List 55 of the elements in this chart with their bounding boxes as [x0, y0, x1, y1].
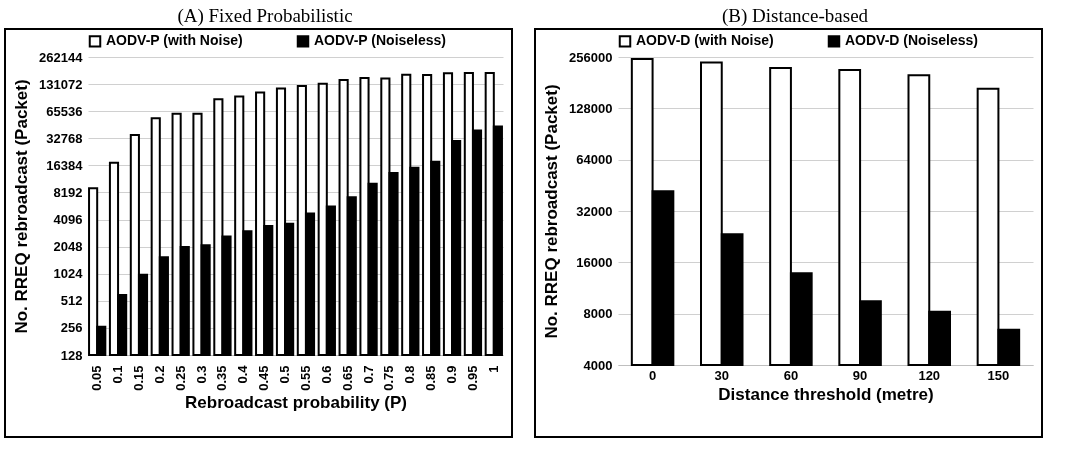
y-tick-label: 131072: [39, 76, 83, 92]
x-tick-label: 0.5: [277, 365, 293, 384]
x-tick-label: 0.6: [318, 365, 334, 384]
y-tick-label: 4000: [583, 357, 613, 373]
y-tick-label: 128000: [569, 100, 613, 116]
x-tick-label: 0.75: [381, 365, 397, 391]
y-tick-label: 262144: [39, 49, 84, 65]
x-tick-label: 0.15: [130, 365, 146, 391]
x-tick-label: 30: [714, 367, 729, 383]
chart-title: (A) Fixed Probabilistic: [176, 4, 354, 28]
x-tick-label: 0.9: [444, 365, 460, 384]
x-tick-label: 0.45: [256, 365, 272, 391]
x-tick-label: 90: [852, 367, 868, 383]
y-tick-label: 16000: [576, 254, 613, 270]
y-tick-label: 32000: [576, 203, 613, 219]
x-tick-label: 60: [783, 367, 799, 383]
x-tick-label: 150: [987, 367, 1010, 383]
y-tick-label: 8000: [583, 306, 613, 322]
x-tick-label: 0.8: [402, 365, 418, 384]
y-tick-label: 256000: [569, 49, 613, 65]
x-tick-label: 0.25: [172, 365, 188, 391]
x-tick-label: 0.95: [464, 365, 480, 391]
x-tick-label: 0.65: [339, 365, 355, 391]
x-tick-label: 0.2: [151, 365, 167, 384]
x-tick-label: 0.85: [423, 365, 439, 391]
x-tick-label: 1: [485, 365, 501, 373]
legend-label: AODV-D (Noiseless): [845, 32, 979, 49]
y-tick-label: 8192: [53, 184, 83, 200]
y-tick-label: 1024: [53, 266, 84, 282]
y-tick-label: 16384: [46, 157, 84, 173]
y-tick-label: 65536: [46, 103, 83, 119]
x-axis-title: Rebroadcast probability (P): [185, 392, 407, 412]
y-tick-label: 2048: [53, 239, 83, 255]
y-tick-label: 512: [60, 293, 83, 309]
y-tick-label: 256: [60, 320, 83, 336]
x-tick-label: 0.55: [297, 365, 313, 391]
x-tick-label: 0.3: [193, 365, 209, 384]
legend-label: AODV-P (Noiseless): [314, 32, 447, 49]
y-tick-label: 128: [60, 347, 83, 363]
x-tick-label: 120: [918, 367, 941, 383]
y-tick-label: 32768: [46, 130, 83, 146]
legend-label: AODV-D (with Noise): [636, 32, 774, 49]
x-tick-label: 0.1: [110, 365, 126, 384]
chart-title: (B) Distance-based: [720, 4, 870, 28]
x-tick-label: 0.35: [214, 365, 230, 391]
x-axis-title: Distance threshold (metre): [718, 384, 934, 404]
legend-label: AODV-P (with Noise): [106, 32, 243, 49]
y-tick-label: 4096: [53, 212, 83, 228]
x-tick-label: 0.4: [235, 364, 251, 384]
y-axis-title: No. RREQ rebroadcast (Packet): [542, 84, 562, 339]
y-tick-label: 64000: [576, 152, 613, 168]
x-tick-label: 0.7: [360, 365, 376, 384]
y-axis-title: No. RREQ rebroadcast (Packet): [12, 79, 32, 334]
x-tick-label: 0: [648, 367, 657, 383]
x-tick-label: 0.05: [89, 365, 105, 391]
